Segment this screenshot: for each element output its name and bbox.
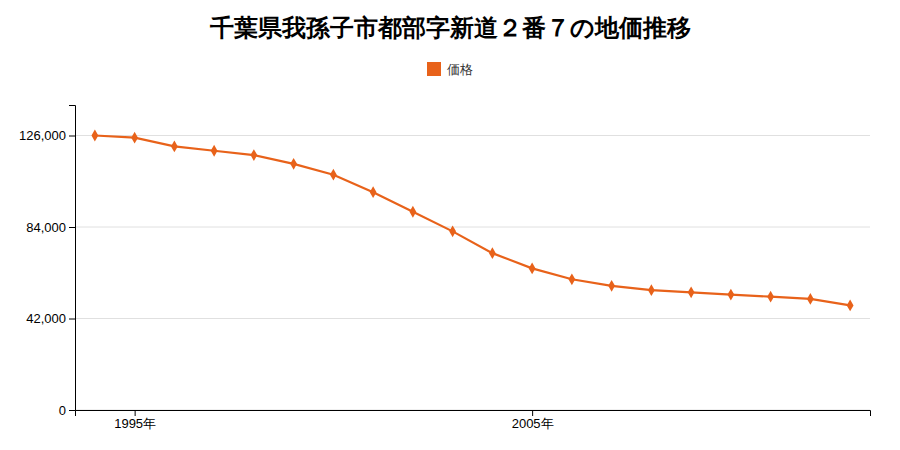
- legend-label: 価格: [447, 62, 473, 77]
- marker: [688, 286, 695, 298]
- plot: 0 42,000 84,000 126,000 1995年 2005年: [19, 106, 871, 432]
- marker: [727, 289, 734, 301]
- marker: [648, 284, 655, 296]
- y-tick-mark: [69, 136, 75, 137]
- marker: [847, 300, 854, 312]
- y-axis: 0 42,000 84,000 126,000: [19, 106, 76, 418]
- chart: 千葉県我孫子市都部字新道２番７の地価推移 0 42,000 84,000 126,000…: [0, 0, 900, 450]
- marker: [529, 263, 536, 275]
- title: 千葉県我孫子市都部字新道２番７の地価推移: [209, 14, 691, 42]
- x-axis-line: [76, 411, 871, 417]
- y-tick-mark: [69, 410, 75, 411]
- marker: [91, 130, 98, 142]
- marker: [330, 169, 337, 181]
- marker: [211, 145, 218, 157]
- y-tick: 0: [59, 403, 75, 418]
- marker: [409, 206, 416, 218]
- marker: [370, 186, 377, 198]
- grid-line: [75, 227, 870, 228]
- marker: [131, 132, 138, 144]
- x-tick: 1995年: [114, 410, 156, 431]
- line: [95, 136, 850, 306]
- marker: [568, 273, 575, 285]
- x-tick-mark: [532, 410, 533, 416]
- y-tick-label: 0: [59, 403, 66, 418]
- x-tick-mark: [135, 410, 136, 416]
- marker: [250, 149, 257, 161]
- x-tick-label: 2005年: [512, 416, 554, 431]
- y-tick-label: 42,000: [26, 311, 66, 326]
- marks: [91, 130, 853, 312]
- x-tick: 2005年: [512, 410, 554, 431]
- y-axis-line: [69, 106, 76, 411]
- marker: [171, 141, 178, 153]
- grid: [75, 136, 870, 411]
- y-tick: 126,000: [19, 128, 75, 143]
- marker: [449, 225, 456, 237]
- legend-item: 価格: [427, 62, 473, 77]
- x-tick-label: 1995年: [114, 416, 156, 431]
- y-tick: 42,000: [26, 311, 75, 326]
- y-tick: 84,000: [26, 220, 75, 235]
- y-tick-label: 126,000: [19, 128, 66, 143]
- x-axis: 1995年 2005年: [76, 410, 871, 431]
- marker: [767, 291, 774, 303]
- y-tick-label: 84,000: [26, 220, 66, 235]
- marker: [489, 247, 496, 259]
- marker: [608, 280, 615, 292]
- legend-swatch: [427, 62, 441, 76]
- grid-line: [75, 135, 870, 136]
- grid-line: [75, 318, 870, 319]
- legend: 価格: [427, 62, 473, 77]
- y-tick-mark: [69, 319, 75, 320]
- y-tick-mark: [69, 227, 75, 228]
- marker: [290, 158, 297, 170]
- marker: [807, 293, 814, 305]
